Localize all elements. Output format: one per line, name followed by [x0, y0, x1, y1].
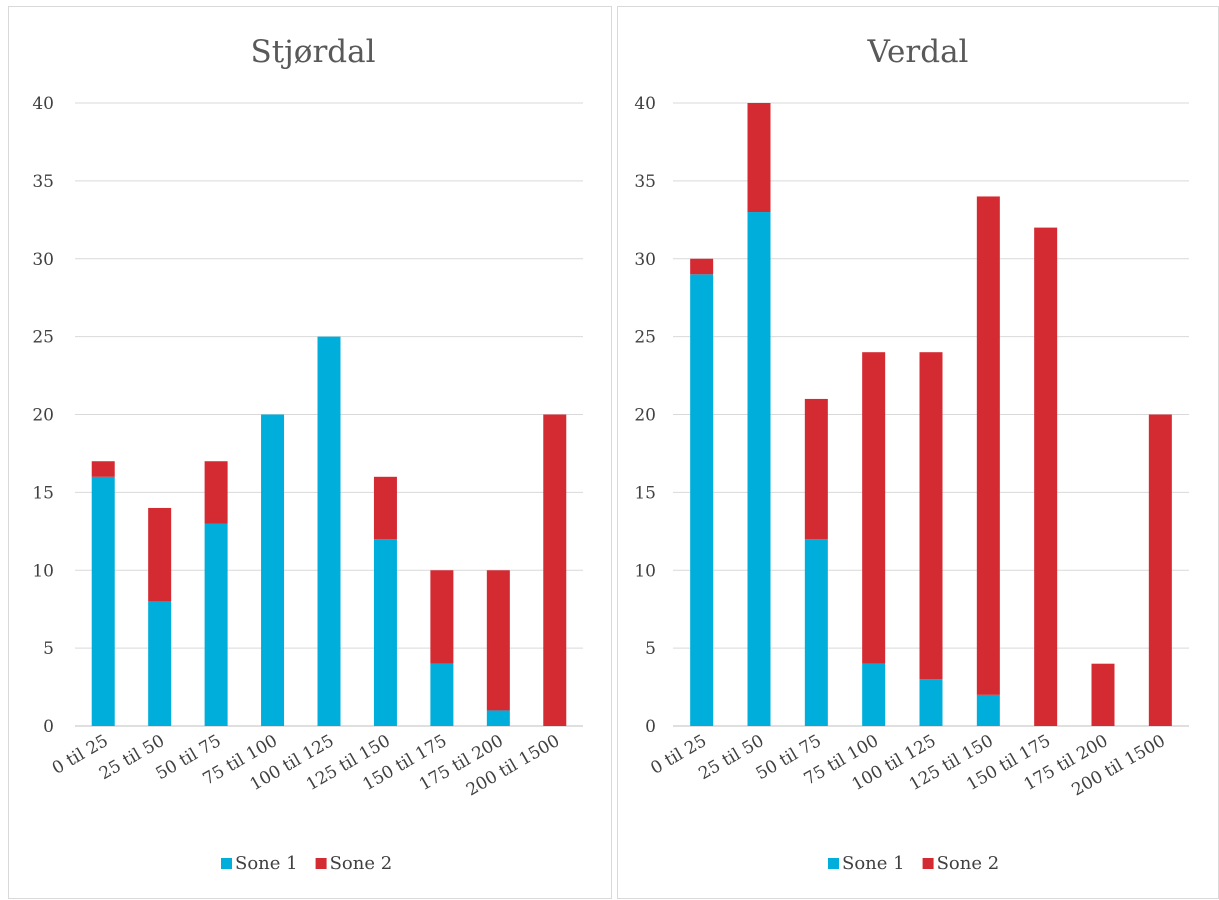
bar-sone1: [373, 539, 397, 726]
bar-sone1: [204, 523, 228, 726]
bar-sone2: [204, 461, 228, 524]
y-tick-label: 30: [32, 250, 54, 270]
bar-sone1: [747, 212, 771, 726]
y-tick-label: 15: [32, 483, 54, 503]
chart-title: Verdal: [867, 34, 969, 70]
y-tick-label: 40: [634, 94, 656, 114]
y-tick-label: 35: [32, 172, 54, 192]
bar-sone1: [148, 601, 172, 726]
bar-sone2: [804, 398, 828, 540]
bar-sone2: [373, 476, 397, 540]
legend-label: Sone 1: [235, 853, 298, 874]
y-tick-label: 0: [645, 717, 656, 737]
y-tick-label: 0: [43, 717, 54, 737]
y-tick-label: 20: [32, 406, 54, 426]
bar-sone2: [919, 352, 943, 680]
bar-sone2: [486, 570, 510, 711]
y-tick-label: 40: [32, 94, 54, 114]
bar-sone2: [1091, 663, 1115, 726]
legend-swatch: [922, 858, 934, 869]
y-tick-label: 10: [634, 561, 656, 581]
bar-sone1: [690, 274, 714, 726]
bar-sone2: [690, 258, 714, 275]
legend-swatch: [315, 858, 327, 869]
y-tick-label: 20: [634, 406, 656, 426]
bar-sone2: [1034, 227, 1058, 726]
bar-sone1: [976, 694, 1000, 726]
bar-sone1: [317, 336, 341, 726]
bar-sone2: [543, 414, 567, 726]
bar-sone2: [430, 570, 454, 664]
bar-sone2: [148, 507, 172, 602]
legend-swatch: [828, 858, 839, 869]
y-tick-label: 30: [634, 250, 656, 270]
bar-sone2: [747, 103, 771, 213]
x-tick-label: 25 til 50: [695, 731, 767, 784]
bar-sone1: [919, 679, 943, 726]
legend-swatch: [221, 858, 232, 869]
y-tick-label: 25: [32, 328, 54, 348]
bar-sone1: [486, 710, 510, 726]
bar-sone2: [862, 352, 886, 664]
y-tick-label: 5: [43, 639, 54, 659]
bar-sone1: [430, 663, 454, 726]
y-tick-label: 10: [32, 561, 54, 581]
bar-sone1: [261, 414, 285, 726]
y-tick-label: 5: [645, 639, 656, 659]
legend-label: Sone 1: [842, 853, 905, 874]
bar-sone1: [804, 539, 828, 726]
y-tick-label: 25: [634, 328, 656, 348]
chart-title: Stjørdal: [250, 34, 375, 70]
legend-label: Sone 2: [937, 853, 1000, 874]
bar-sone1: [862, 663, 886, 726]
y-tick-label: 35: [634, 172, 656, 192]
y-tick-label: 15: [634, 483, 656, 503]
legend-label: Sone 2: [330, 853, 393, 874]
bar-sone2: [976, 196, 1000, 695]
bar-sone2: [91, 461, 115, 477]
chart-panel-verdal: Verdal 0 5 10 15 20 25 30 35 40 0 til 25 25 til 50…: [617, 6, 1219, 899]
chart-panel-stjordal: Stjørdal 0 5 10 15 20 25 30 35 40 0 til 25 25 til …: [8, 6, 612, 899]
bar-sone2: [1148, 414, 1172, 726]
bar-sone1: [91, 476, 115, 726]
